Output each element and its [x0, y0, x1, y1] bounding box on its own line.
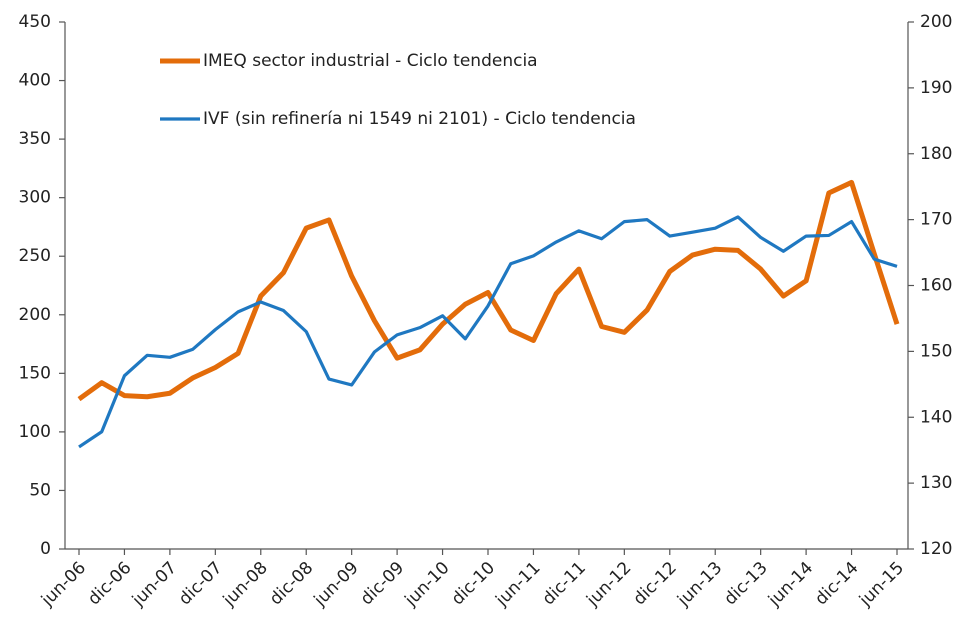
legend-label: IMEQ sector industrial - Ciclo tendencia: [203, 51, 538, 71]
y-tick-label: 350: [19, 129, 51, 149]
y-tick-label: 50: [29, 480, 51, 500]
x-tick-label: jun-13: [673, 558, 726, 611]
x-tick-label: jun-09: [310, 558, 363, 611]
x-tick-label: jun-11: [491, 558, 544, 611]
y-tick-label: 200: [19, 305, 51, 325]
x-tick-label: jun-10: [401, 558, 454, 611]
series-line: [77, 179, 900, 402]
y2-tick-label: 120: [920, 539, 952, 559]
y-tick-label: 450: [19, 12, 51, 32]
x-tick-label: dic-06: [84, 558, 135, 609]
y2-tick-label: 190: [920, 78, 952, 98]
x-tick-label: jun-07: [128, 558, 181, 611]
y2-tick-label: 130: [920, 473, 952, 493]
x-tick-label: jun-08: [219, 558, 272, 611]
y-tick-label: 300: [19, 188, 51, 208]
y2-tick-label: 140: [920, 407, 952, 427]
y2-tick-label: 160: [920, 276, 952, 296]
x-tick-label: jun-12: [582, 558, 635, 611]
y2-tick-label: 170: [920, 210, 952, 230]
y2-tick-label: 150: [920, 341, 952, 361]
y2-tick-label: 180: [920, 144, 952, 164]
x-tick-label: dic-13: [720, 558, 771, 609]
y-tick-label: 0: [40, 539, 51, 559]
y-tick-label: 150: [19, 363, 51, 383]
x-tick-label: jun-06: [37, 558, 90, 611]
x-tick-label: dic-08: [266, 558, 317, 609]
x-tick-label: dic-10: [448, 558, 499, 609]
x-tick-label: dic-07: [175, 558, 226, 609]
y-tick-label: 250: [19, 246, 51, 266]
x-tick-label: jun-14: [764, 558, 817, 611]
x-tick-label: jun-15: [855, 558, 908, 611]
y-tick-label: 100: [19, 422, 51, 442]
y2-tick-label: 200: [920, 12, 952, 32]
x-tick-label: dic-12: [629, 558, 680, 609]
x-tick-label: dic-11: [539, 558, 590, 609]
x-tick-label: dic-14: [811, 558, 862, 609]
legend-label: IVF (sin refinería ni 1549 ni 2101) - Ci…: [203, 109, 636, 129]
series-line: [78, 215, 898, 449]
x-tick-label: dic-09: [357, 558, 408, 609]
y-tick-label: 400: [19, 71, 51, 91]
